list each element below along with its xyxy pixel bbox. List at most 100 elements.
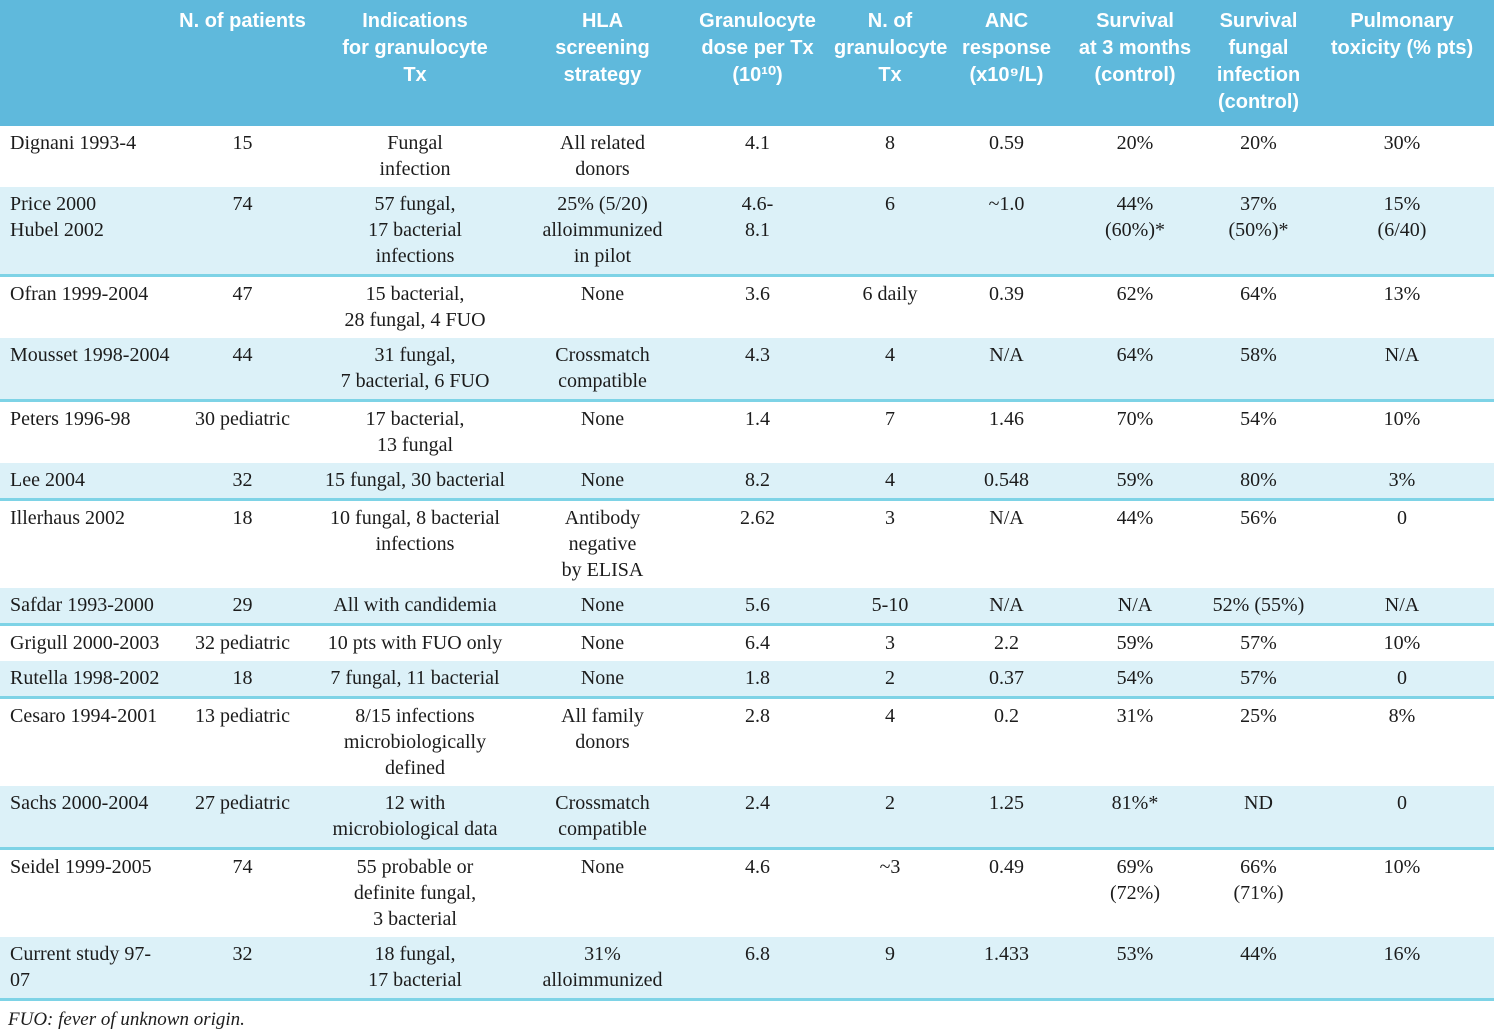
- table-cell: 3.6: [745, 283, 770, 305]
- table-cell: ~3: [879, 856, 901, 878]
- table-cell: 44: [232, 344, 253, 366]
- table-cell: 57%: [1240, 667, 1277, 689]
- table-cell: 15% (6/40): [1377, 193, 1427, 241]
- table-cell: 1.46: [989, 408, 1024, 430]
- study-name-cell: Seidel 1999-2005: [10, 856, 152, 878]
- table-row: Sachs 2000-2004 27 pediatric 12 with micro…: [0, 786, 1494, 849]
- table-cell: 0.49: [989, 856, 1024, 878]
- table-cell: N/A: [1384, 594, 1420, 616]
- table-cell: 64%: [1116, 344, 1154, 366]
- table-row: Dignani 1993-4 15 Fungal infection All rela…: [0, 126, 1494, 187]
- study-name-cell: Sachs 2000-2004: [10, 792, 149, 814]
- table-cell: 4: [885, 469, 895, 491]
- table-cell: 15 bacterial, 28 fungal, 4 FUO: [344, 283, 486, 331]
- table-cell: 15: [232, 132, 253, 154]
- table-cell: 5-10: [871, 594, 909, 616]
- table-cell: 57 fungal, 17 bacterial infections: [368, 193, 462, 267]
- table-cell: 0.39: [989, 283, 1024, 305]
- study-name-cell: Current study 97-07: [10, 943, 152, 991]
- table-cell: 5.6: [745, 594, 770, 616]
- column-header: Pulmonary toxicity (% pts): [1310, 0, 1494, 126]
- table-cell: N/A: [989, 507, 1024, 529]
- table-cell: 74: [232, 856, 253, 878]
- table-cell: None: [580, 594, 625, 616]
- table-cell: None: [580, 283, 625, 305]
- table-cell: 10 pts with FUO only: [327, 632, 503, 654]
- table-cell: 10%: [1383, 632, 1421, 654]
- study-name-cell: Dignani 1993-4: [10, 132, 137, 154]
- table-cell: 6.8: [745, 943, 770, 965]
- table-cell: 6: [885, 193, 895, 215]
- table-cell: 17 bacterial, 13 fungal: [365, 408, 465, 456]
- table-cell: 18 fungal, 17 bacterial: [368, 943, 462, 991]
- table-cell: 69% (72%): [1110, 856, 1160, 904]
- table-cell: 10 fungal, 8 bacterial infections: [330, 507, 500, 555]
- study-name-cell: Ofran 1999-2004: [10, 283, 149, 305]
- table-cell: ND: [1244, 792, 1273, 814]
- table-cell: 8: [885, 132, 895, 154]
- table-cell: 31% alloimmunized: [542, 943, 663, 991]
- table-row: Ofran 1999-2004 47 15 bacterial, 28 fungal…: [0, 276, 1494, 339]
- table-cell: 15 fungal, 30 bacterial: [325, 469, 505, 491]
- column-header: Survival fungal infection (control): [1207, 0, 1310, 126]
- table-cell: 0.548: [984, 469, 1029, 491]
- table-cell: 1.433: [984, 943, 1029, 965]
- table-cell: 32 pediatric: [195, 632, 290, 654]
- table-row: Seidel 1999-2005 74 55 probable or definit…: [0, 849, 1494, 938]
- table-cell: 30 pediatric: [195, 408, 290, 430]
- studies-table: N. of patients Indications for granulocyt…: [0, 0, 1494, 1000]
- table-cell: 6 daily: [862, 283, 918, 305]
- table-cell: Crossmatch compatible: [555, 792, 650, 840]
- table-cell: N/A: [1384, 344, 1420, 366]
- table-cell: 59%: [1116, 469, 1154, 491]
- footnote: FUO: fever of unknown origin.: [8, 1009, 245, 1030]
- table-cell: None: [580, 632, 625, 654]
- table-cell: 7: [885, 408, 895, 430]
- table-cell: 66% (71%): [1233, 856, 1284, 904]
- table-cell: 27 pediatric: [195, 792, 290, 814]
- column-header: HLA screening strategy: [520, 0, 685, 126]
- column-header: N. of granulocyte Tx: [830, 0, 950, 126]
- table-cell: 29: [232, 594, 253, 616]
- study-name-cell: Illerhaus 2002: [10, 507, 125, 529]
- table-cell: 31 fungal, 7 bacterial, 6 FUO: [340, 344, 490, 392]
- table-cell: 32: [232, 943, 253, 965]
- table-cell: 4.3: [745, 344, 770, 366]
- table-cell: 31%: [1116, 705, 1154, 727]
- table-row: Rutella 1998-2002 18 7 fungal, 11 bacteria…: [0, 661, 1494, 698]
- table-cell: 2.2: [994, 632, 1019, 654]
- column-header: Indications for granulocyte Tx: [310, 0, 520, 126]
- table-cell: 8%: [1388, 705, 1416, 727]
- table-cell: 13 pediatric: [195, 705, 290, 727]
- table-cell: None: [580, 408, 625, 430]
- table-body: Dignani 1993-4 15 Fungal infection All rela…: [0, 126, 1494, 1000]
- table-cell: 18: [232, 667, 253, 689]
- study-name-cell: Lee 2004: [10, 469, 85, 491]
- study-name-cell: Price 2000 Hubel 2002: [10, 193, 104, 241]
- table-cell: 57%: [1240, 632, 1277, 654]
- table-cell: 52% (55%): [1212, 594, 1305, 616]
- table-row: Illerhaus 2002 18 10 fungal, 8 bacterial i…: [0, 500, 1494, 589]
- table-cell: 2.8: [745, 705, 770, 727]
- table-cell: 74: [232, 193, 253, 215]
- table-cell: 70%: [1116, 408, 1154, 430]
- table-cell: N/A: [1117, 594, 1153, 616]
- table-cell: 10%: [1383, 856, 1421, 878]
- table-cell: 2: [885, 792, 895, 814]
- table-cell: 44%: [1116, 507, 1154, 529]
- table-cell: 18: [232, 507, 253, 529]
- table-cell: 2.62: [740, 507, 775, 529]
- table-row: Current study 97-07 32 18 fungal, 17 bacte…: [0, 937, 1494, 1000]
- table-cell: 0: [1397, 667, 1407, 689]
- table-cell: 37% (50%)*: [1228, 193, 1289, 241]
- table-cell: 8.2: [745, 469, 770, 491]
- table-cell: 9: [885, 943, 895, 965]
- study-name-cell: Safdar 1993-2000: [10, 594, 154, 616]
- table-cell: 1.8: [745, 667, 770, 689]
- table-cell: N/A: [989, 594, 1024, 616]
- table-cell: 56%: [1240, 507, 1277, 529]
- table-cell: 80%: [1240, 469, 1277, 491]
- table-cell: Crossmatch compatible: [555, 344, 650, 392]
- table-cell: 53%: [1116, 943, 1154, 965]
- table-cell: 13%: [1383, 283, 1421, 305]
